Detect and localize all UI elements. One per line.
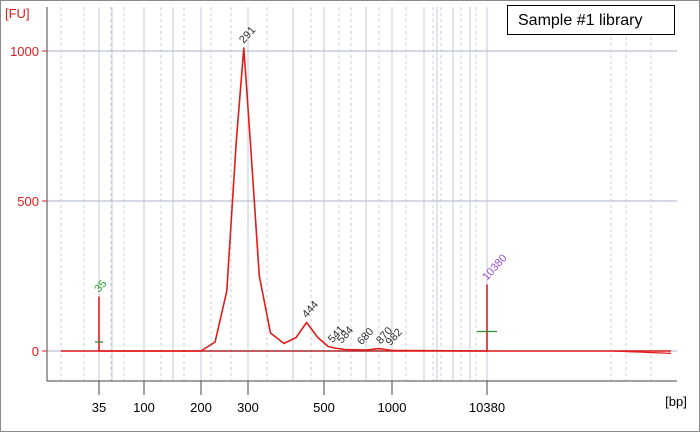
chart-legend-box: Sample #1 library <box>507 5 675 35</box>
peak-label: 444 <box>300 299 321 321</box>
peak-label: 291 <box>237 24 258 46</box>
x-tick-label: 1000 <box>378 400 407 415</box>
x-tick-label: 300 <box>237 400 259 415</box>
tail-trace <box>612 350 672 355</box>
x-tick-label: 35 <box>92 400 106 415</box>
x-tick-label: 200 <box>190 400 212 415</box>
y-tick-label: 0 <box>32 344 39 359</box>
x-tick-label: 10380 <box>469 400 505 415</box>
series-line <box>98 47 488 352</box>
x-axis-unit: [bp] <box>665 394 687 409</box>
y-tick-label: 500 <box>17 194 39 209</box>
peak-label: 10380 <box>480 252 509 283</box>
peak-label: 35 <box>92 278 109 295</box>
y-axis-unit: [FU] <box>5 6 30 21</box>
x-tick-label: 100 <box>133 400 155 415</box>
y-tick-label: 1000 <box>10 44 39 59</box>
x-tick-label: 500 <box>313 400 335 415</box>
peak-label: 680 <box>355 326 376 348</box>
